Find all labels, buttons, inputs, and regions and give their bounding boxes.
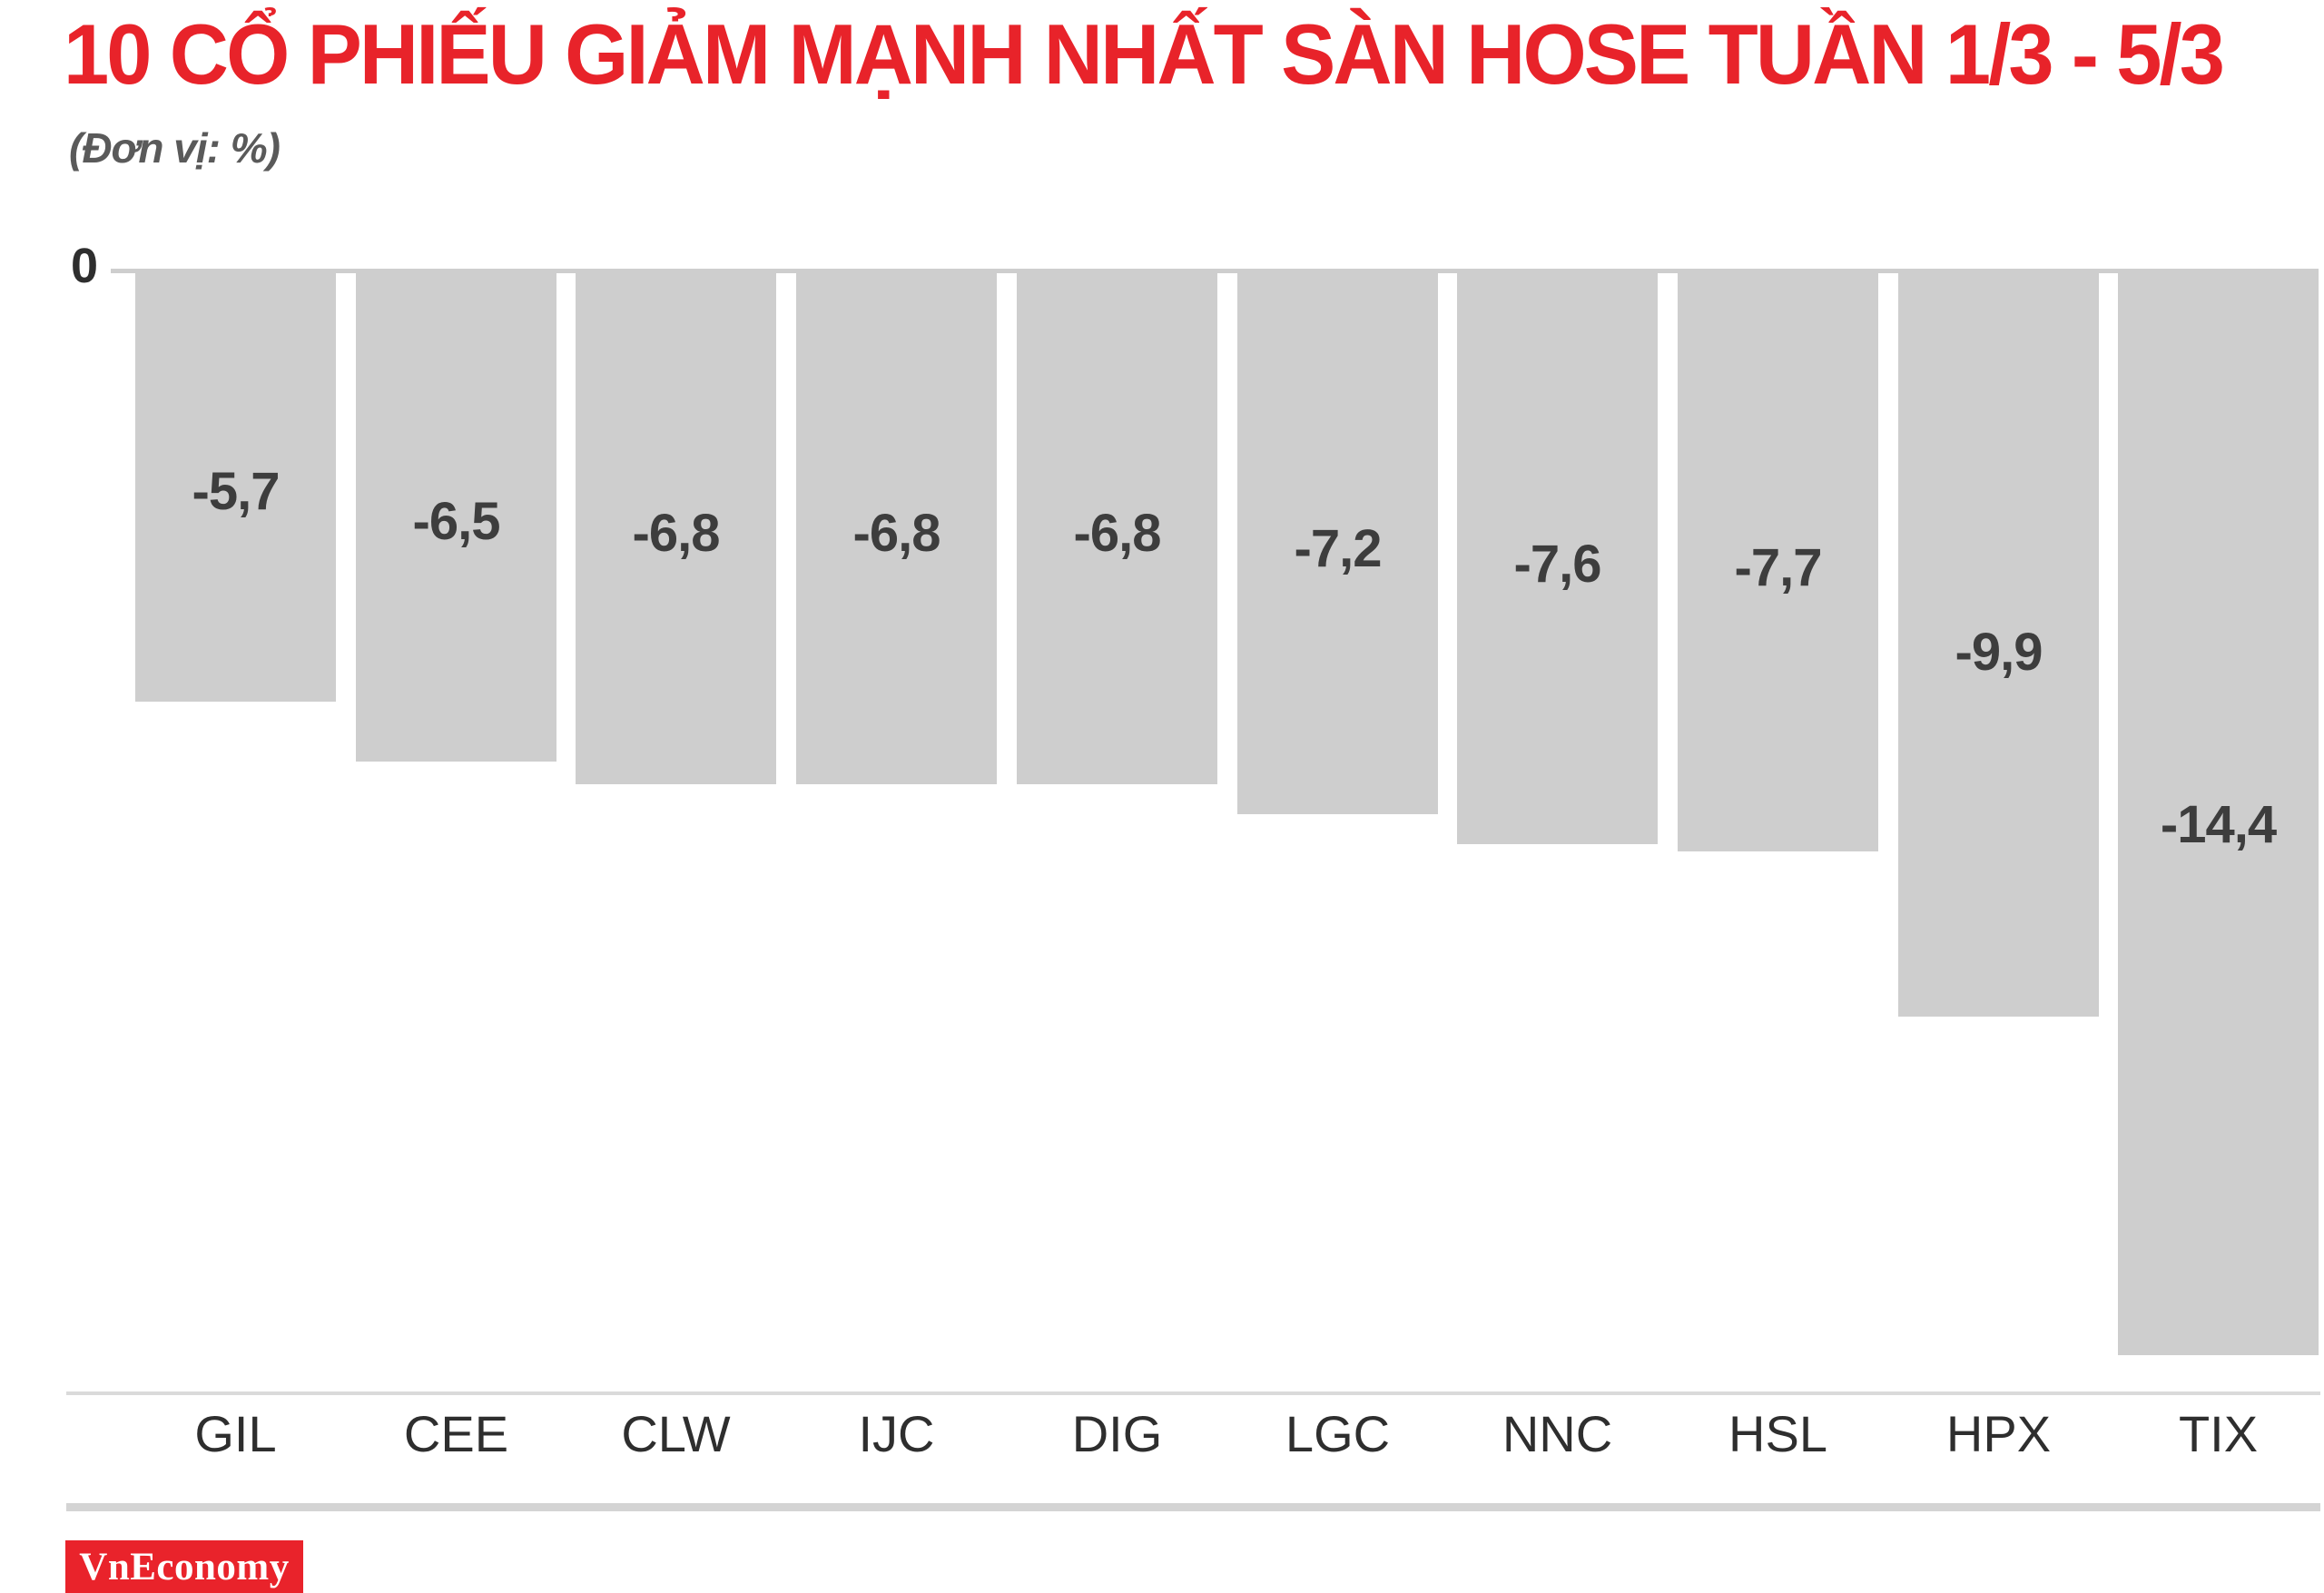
x-tick-label-IJC: IJC — [858, 1405, 935, 1462]
bar-HSL: -7,7 — [1678, 273, 1878, 851]
bar-value-label: -9,9 — [1955, 623, 2043, 682]
x-tick-label-DIG: DIG — [1071, 1405, 1163, 1462]
bar-DIG: -6,8 — [1017, 273, 1217, 784]
x-tick-label-NNC: NNC — [1502, 1405, 1613, 1462]
bar-value-label: -6,8 — [632, 504, 721, 563]
unit-note: (Đơn vị: %) — [69, 124, 281, 172]
bar-GIL: -5,7 — [135, 273, 336, 702]
bar-IJC: -6,8 — [796, 273, 997, 784]
bar-value-label: -7,2 — [1294, 519, 1383, 578]
bar-TIX: -14,4 — [2118, 273, 2319, 1355]
zero-axis-line — [111, 269, 2319, 273]
x-tick-label-LGC: LGC — [1285, 1405, 1391, 1462]
bar-NNC: -7,6 — [1457, 273, 1658, 844]
x-tick-label-TIX: TIX — [2178, 1405, 2259, 1462]
bar-value-label: -5,7 — [192, 462, 281, 521]
bar-value-label: -7,7 — [1734, 538, 1823, 597]
x-axis-top-rule — [66, 1391, 2320, 1395]
x-tick-label-HSL: HSL — [1728, 1405, 1827, 1462]
bar-value-label: -6,8 — [852, 504, 941, 563]
bar-LGC: -7,2 — [1237, 273, 1438, 814]
x-tick-label-CLW: CLW — [621, 1405, 731, 1462]
x-tick-label-GIL: GIL — [194, 1405, 277, 1462]
bar-value-label: -14,4 — [2160, 795, 2277, 854]
y-axis-zero-tick-label: 0 — [70, 239, 98, 293]
x-tick-label-HPX: HPX — [1945, 1405, 2052, 1462]
bar-value-label: -6,5 — [412, 492, 501, 551]
x-tick-label-CEE: CEE — [403, 1405, 509, 1462]
vneconomy-logo: VnEconomy — [65, 1540, 303, 1593]
brand-name: VnEconomy — [79, 1545, 290, 1588]
chart-title: 10 CỔ PHIẾU GIẢM MẠNH NHẤT SÀN HOSE TUẦN… — [64, 6, 2225, 102]
bar-CLW: -6,8 — [576, 273, 776, 784]
x-axis-bottom-rule — [66, 1503, 2320, 1511]
bar-value-label: -6,8 — [1073, 504, 1162, 563]
bar-HPX: -9,9 — [1898, 273, 2099, 1017]
bar-value-label: -7,6 — [1513, 535, 1602, 594]
bar-CEE: -6,5 — [356, 273, 556, 762]
